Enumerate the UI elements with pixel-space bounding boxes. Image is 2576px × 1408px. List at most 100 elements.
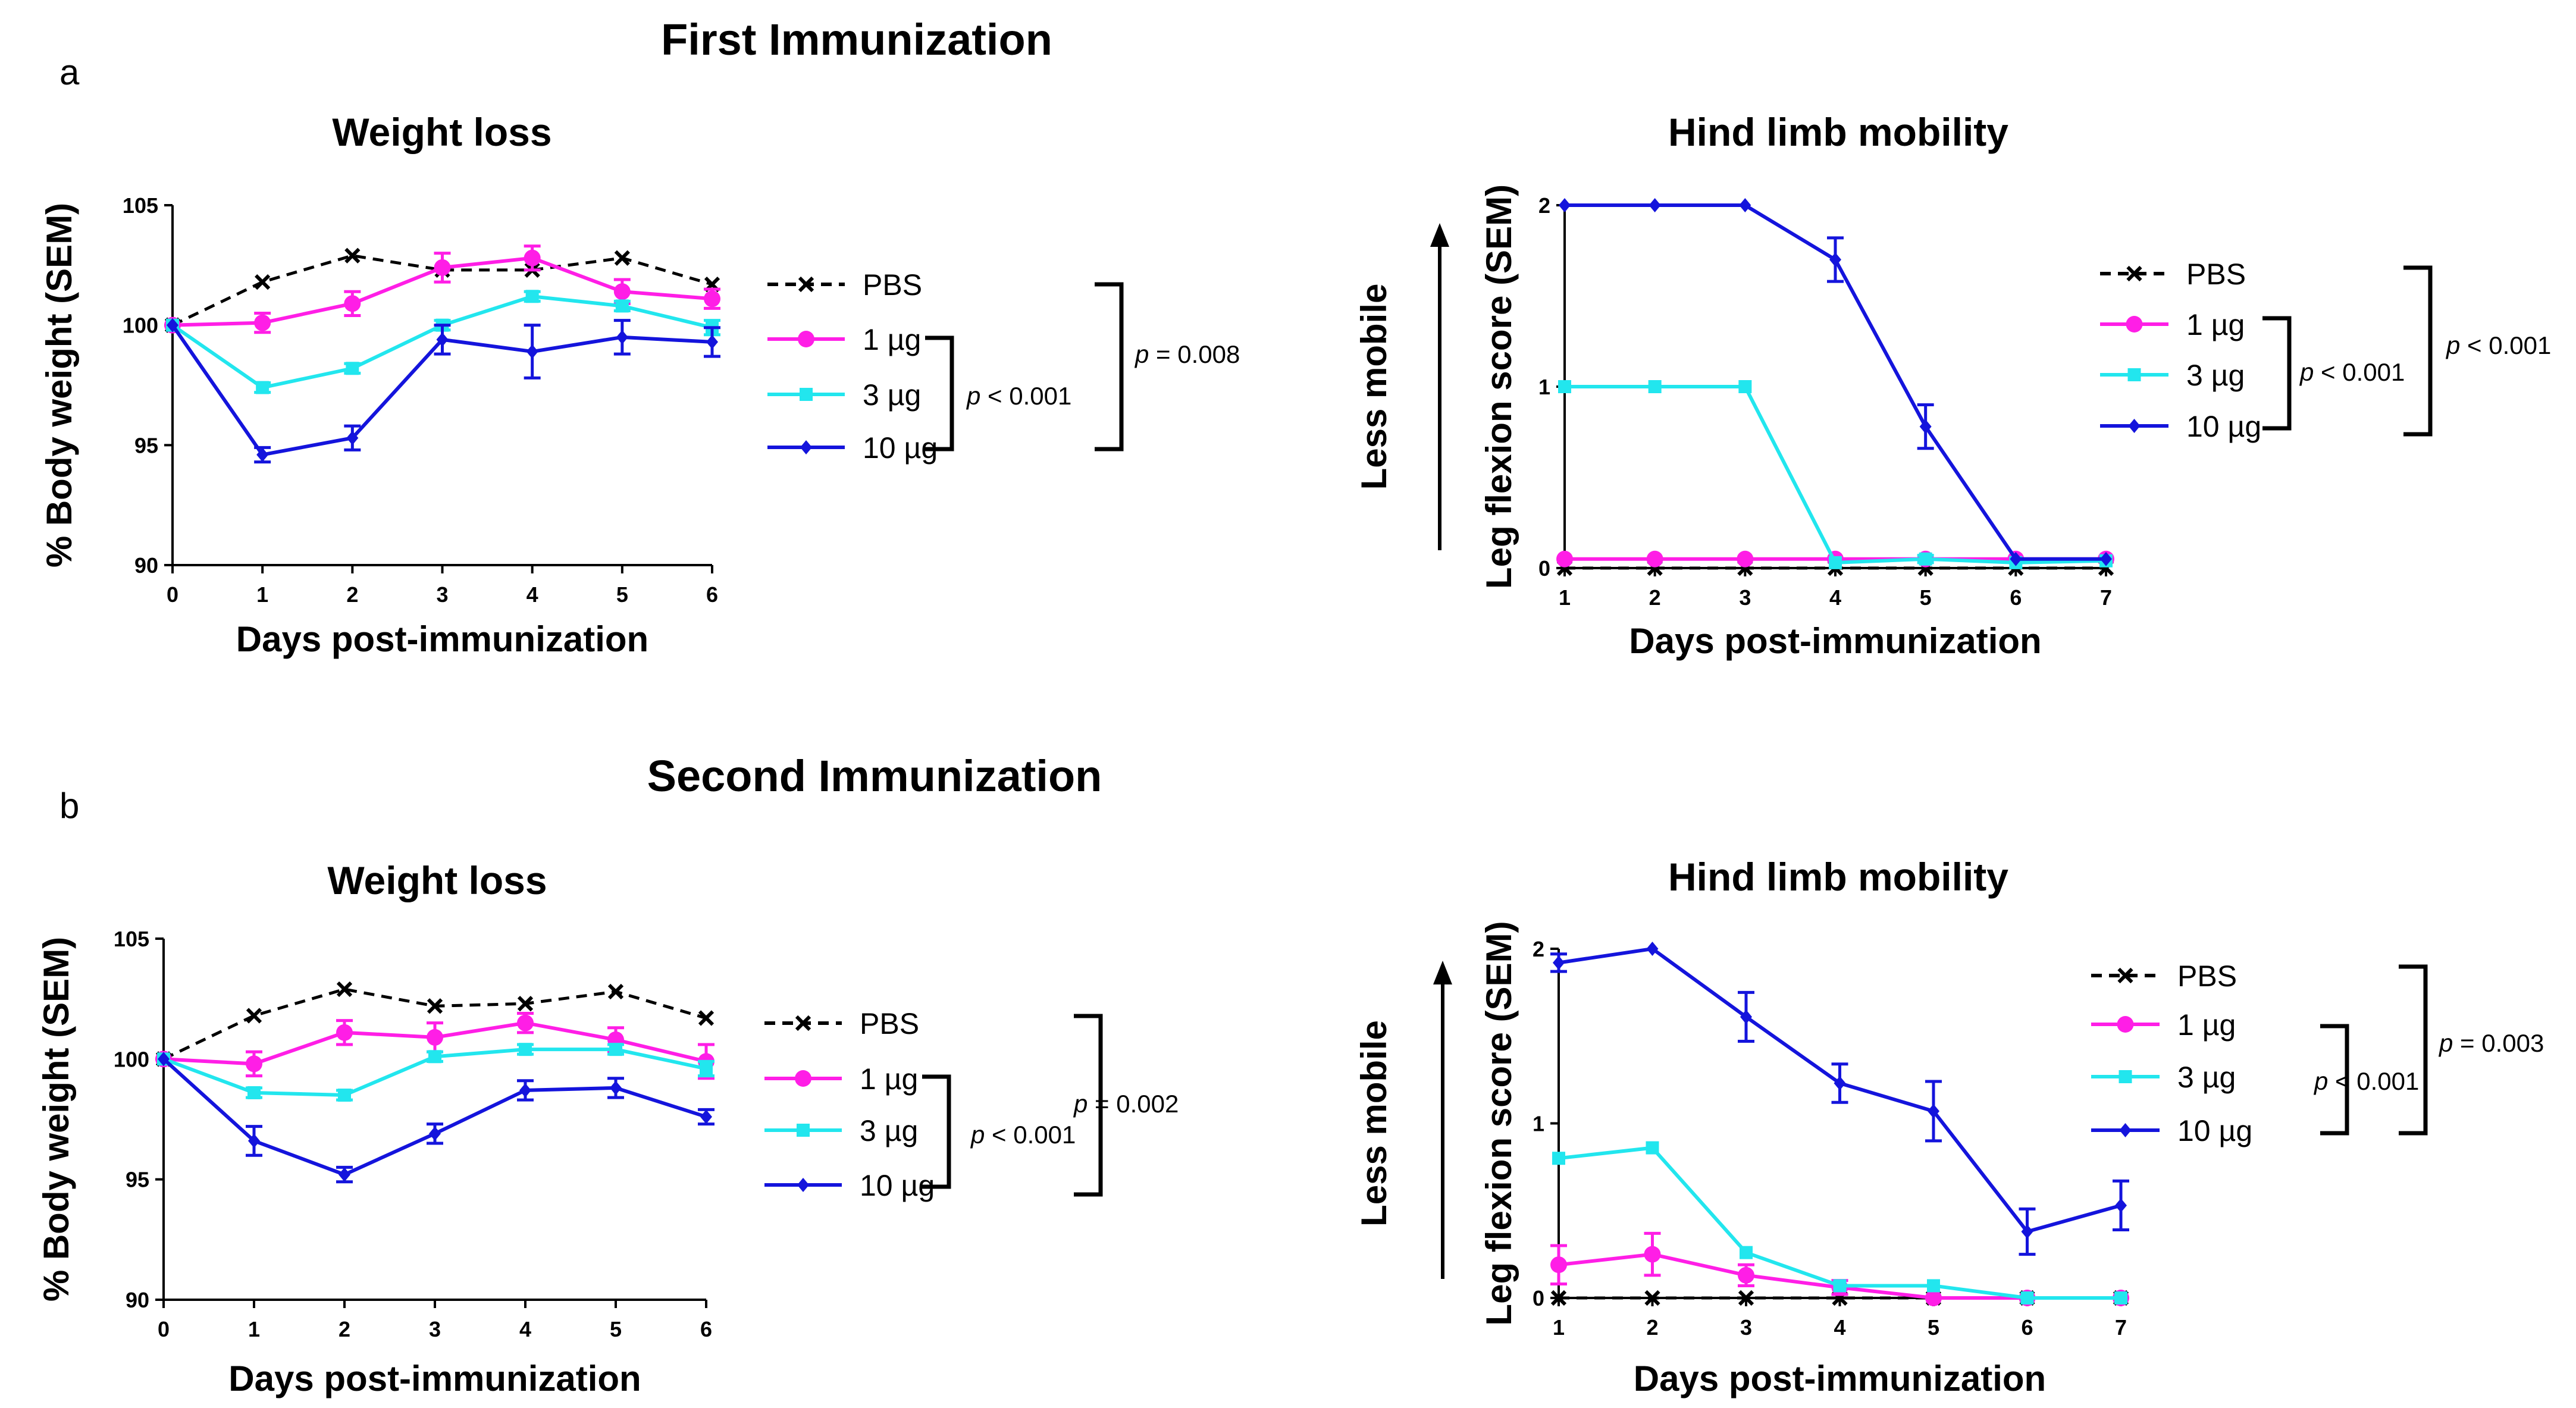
p-symbol: p (966, 382, 980, 410)
chart-b-weight: Weight loss 90 95 100 105 0 1 2 3 4 5 6 Days post-im… (36, 858, 1179, 1398)
series-1 (155, 1011, 714, 1080)
section-title-second: Second Immunization (647, 751, 1102, 801)
significance-bracket (2403, 265, 2433, 437)
p-value-label: p = 0.003 (2438, 1029, 2544, 1057)
data-point (344, 247, 361, 264)
side-label: Less mobile (1354, 284, 1394, 490)
data-point (1648, 380, 1662, 393)
legend-swatch-marker (2117, 967, 2133, 984)
chart-title: Weight loss (332, 110, 551, 154)
y-tick-label: 90 (134, 553, 158, 578)
x-tick-label: 4 (519, 1317, 531, 1341)
data-point (614, 250, 630, 266)
data-point (1644, 1290, 1660, 1306)
data-point (2115, 1198, 2127, 1213)
x-axis-label: Days post-immunization (1634, 1359, 2046, 1398)
chart-title: Hind limb mobility (1668, 855, 2008, 899)
section-title-first: First Immunization (661, 15, 1052, 64)
data-point (436, 332, 449, 347)
data-point (1925, 1290, 1942, 1306)
significance-bracket (2320, 1024, 2349, 1136)
legend-item: PBS (2100, 258, 2246, 291)
legend-item: 10 µg (764, 1169, 935, 1202)
data-point (1919, 419, 1932, 434)
y-tick-label: 90 (126, 1288, 149, 1312)
legend-swatch-marker (800, 388, 813, 401)
data-point (1558, 380, 1571, 393)
x-tick-label: 5 (1920, 585, 1932, 610)
data-point (336, 981, 353, 998)
significance-bracket (925, 335, 954, 451)
series-line (162, 1058, 707, 1177)
series-2 (1558, 380, 2113, 569)
panel-letter-a: a (59, 52, 80, 92)
x-tick-label: 3 (1740, 1315, 1752, 1340)
data-point (1738, 380, 1752, 393)
y-tick-label: 100 (114, 1047, 149, 1071)
data-point (2021, 1224, 2033, 1239)
data-point (610, 1080, 622, 1095)
legend-swatch-marker (795, 1015, 811, 1031)
chart-a-weight: Weight loss 90 95 100 105 0 1 2 3 4 5 6 Days post-im… (39, 110, 1240, 659)
legend-item: 3 µg (764, 1114, 918, 1147)
y-tick-label: 1 (1533, 1112, 1544, 1136)
significance-bracket (1074, 1014, 1103, 1197)
series-3 (158, 1052, 714, 1184)
legend-label: 1 µg (2186, 308, 2245, 341)
p-symbol: p (970, 1121, 985, 1149)
x-tick-label: 3 (429, 1317, 441, 1341)
legend-swatch-marker (798, 276, 814, 293)
legend-swatch-marker (2117, 1016, 2134, 1033)
y-tick-label: 100 (123, 313, 158, 338)
legend-item: 10 µg (2091, 1114, 2252, 1147)
data-point (1646, 550, 1663, 567)
series-1 (1550, 1231, 2129, 1306)
y-tick-label: 95 (126, 1168, 149, 1192)
legend-label: PBS (863, 268, 922, 302)
p-symbol: p (1073, 1090, 1088, 1118)
x-tick-label: 7 (2100, 585, 2112, 610)
y-tick-label: 0 (1533, 1286, 1544, 1310)
p-value-text: < 0.001 (980, 382, 1071, 410)
data-point (339, 1167, 350, 1182)
data-point (248, 1133, 260, 1148)
p-value-label: p < 0.001 (970, 1121, 1076, 1149)
x-tick-label: 0 (158, 1317, 170, 1341)
data-point (607, 983, 624, 1000)
p-value-label: p < 0.001 (2299, 358, 2405, 386)
data-point (1919, 552, 1932, 566)
panel-letter-b: b (59, 786, 79, 826)
data-point (2100, 551, 2112, 566)
p-value-text: < 0.001 (2460, 331, 2551, 359)
x-tick-label: 2 (346, 582, 358, 607)
significance-bracket (2399, 964, 2428, 1136)
data-point (1552, 1152, 1565, 1165)
data-point (1740, 1009, 1752, 1024)
legend-swatch-marker (2126, 316, 2143, 333)
x-tick-label: 2 (1649, 585, 1661, 610)
p-symbol: p (1134, 340, 1149, 368)
x-tick-label: 6 (706, 582, 718, 607)
legend-label: 1 µg (863, 323, 921, 356)
legend-item: 1 µg (2091, 1008, 2236, 1042)
x-tick-label: 4 (527, 582, 538, 607)
data-point (158, 1052, 170, 1067)
data-point (616, 330, 628, 344)
legend-swatch-marker (800, 440, 812, 454)
p-symbol: p (2445, 331, 2460, 359)
data-point (2020, 1291, 2034, 1304)
legend-item: 1 µg (767, 323, 921, 356)
data-point (704, 290, 720, 308)
p-value-label: p < 0.001 (966, 382, 1071, 410)
series-3 (1559, 198, 2112, 566)
data-point (246, 1008, 262, 1024)
data-point (254, 314, 271, 331)
p-value-text: < 0.001 (2328, 1067, 2419, 1095)
series-3 (1550, 942, 2129, 1256)
significance-bracket (1095, 282, 1124, 451)
data-point (517, 1014, 534, 1031)
up-arrow-head (1433, 961, 1452, 984)
x-tick-label: 5 (610, 1317, 622, 1341)
